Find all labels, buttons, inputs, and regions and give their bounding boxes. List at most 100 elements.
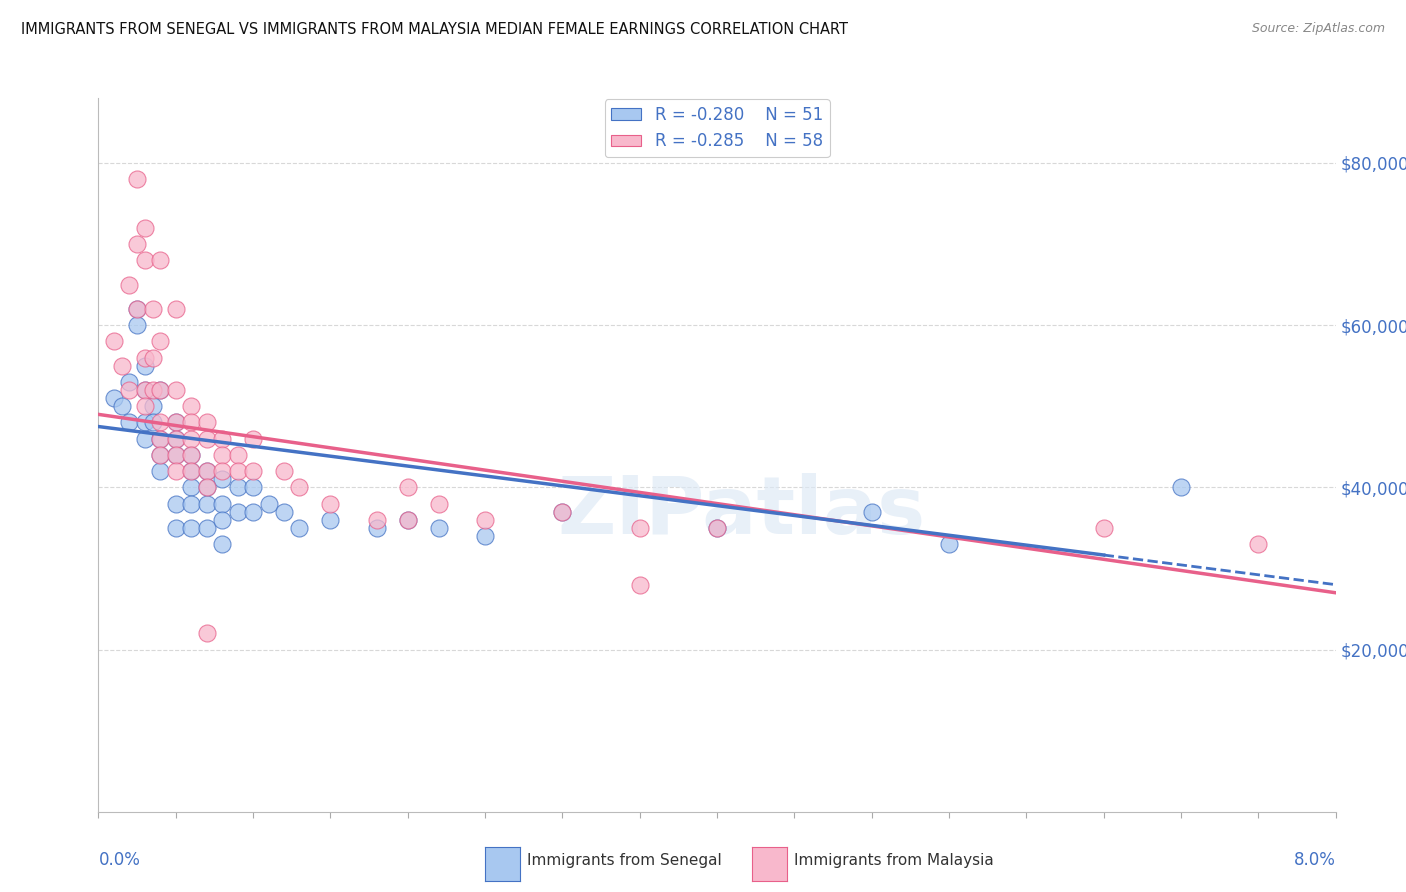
Point xyxy=(149,448,172,462)
Text: 8.0%: 8.0% xyxy=(1294,851,1336,869)
Point xyxy=(273,505,295,519)
Point xyxy=(180,416,202,430)
Legend: R = -0.280    N = 51, R = -0.285    N = 58: R = -0.280 N = 51, R = -0.285 N = 58 xyxy=(605,99,830,157)
Point xyxy=(551,505,574,519)
Point xyxy=(165,497,187,511)
Point xyxy=(165,448,187,462)
Point xyxy=(142,416,165,430)
Point xyxy=(127,237,149,252)
Point xyxy=(396,513,419,527)
Point xyxy=(134,351,156,365)
Point xyxy=(180,399,202,413)
Point xyxy=(180,448,202,462)
Point xyxy=(134,399,156,413)
Point xyxy=(551,505,574,519)
Point xyxy=(474,513,496,527)
Point xyxy=(366,513,388,527)
Point xyxy=(134,432,156,446)
Point xyxy=(149,383,172,397)
Point xyxy=(180,497,202,511)
Point xyxy=(149,448,172,462)
Point xyxy=(396,513,419,527)
Point xyxy=(319,497,342,511)
Point xyxy=(134,220,156,235)
Point xyxy=(180,464,202,478)
Point xyxy=(366,521,388,535)
Point xyxy=(180,464,202,478)
Point xyxy=(127,301,149,316)
Point xyxy=(706,521,728,535)
Text: 0.0%: 0.0% xyxy=(98,851,141,869)
Point xyxy=(226,448,249,462)
Y-axis label: Median Female Earnings: Median Female Earnings xyxy=(0,361,7,549)
Point xyxy=(242,480,264,494)
Point xyxy=(142,301,165,316)
Point xyxy=(165,432,187,446)
Point xyxy=(134,383,156,397)
Point xyxy=(226,464,249,478)
Point xyxy=(211,497,233,511)
Point xyxy=(118,375,141,389)
Point xyxy=(134,416,156,430)
Point xyxy=(288,521,311,535)
Point xyxy=(474,529,496,543)
Point xyxy=(211,448,233,462)
Point xyxy=(111,359,134,373)
Point xyxy=(118,416,141,430)
Point xyxy=(149,416,172,430)
Point xyxy=(149,432,172,446)
Point xyxy=(1170,480,1192,494)
Point xyxy=(396,480,419,494)
Point xyxy=(273,464,295,478)
Point xyxy=(195,464,218,478)
Point xyxy=(165,301,187,316)
Point xyxy=(149,383,172,397)
Point xyxy=(149,253,172,268)
Point xyxy=(211,537,233,551)
Point xyxy=(165,521,187,535)
Point xyxy=(118,277,141,292)
Point xyxy=(165,432,187,446)
Point xyxy=(195,521,218,535)
Point xyxy=(134,359,156,373)
Point xyxy=(165,464,187,478)
Point xyxy=(149,432,172,446)
Text: ZIPatlas: ZIPatlas xyxy=(558,473,927,551)
Point xyxy=(1092,521,1115,535)
Point xyxy=(195,416,218,430)
Point xyxy=(165,448,187,462)
Point xyxy=(149,464,172,478)
Text: Immigrants from Malaysia: Immigrants from Malaysia xyxy=(794,854,994,868)
Point xyxy=(165,416,187,430)
Point xyxy=(242,464,264,478)
Point xyxy=(134,383,156,397)
Point xyxy=(103,391,125,405)
Point xyxy=(257,497,280,511)
Point xyxy=(628,577,651,591)
Point xyxy=(211,472,233,486)
Point xyxy=(142,399,165,413)
Point xyxy=(226,505,249,519)
Point xyxy=(195,480,218,494)
Text: Immigrants from Senegal: Immigrants from Senegal xyxy=(527,854,723,868)
Point xyxy=(706,521,728,535)
Point xyxy=(134,253,156,268)
Point xyxy=(149,334,172,349)
Point xyxy=(118,383,141,397)
Point xyxy=(195,432,218,446)
Text: Source: ZipAtlas.com: Source: ZipAtlas.com xyxy=(1251,22,1385,36)
Point xyxy=(165,416,187,430)
Point xyxy=(180,432,202,446)
Point xyxy=(127,172,149,186)
Point xyxy=(103,334,125,349)
Point xyxy=(142,351,165,365)
Point xyxy=(142,383,165,397)
Point xyxy=(180,448,202,462)
Point xyxy=(427,497,450,511)
Point xyxy=(242,505,264,519)
Point xyxy=(211,464,233,478)
Text: IMMIGRANTS FROM SENEGAL VS IMMIGRANTS FROM MALAYSIA MEDIAN FEMALE EARNINGS CORRE: IMMIGRANTS FROM SENEGAL VS IMMIGRANTS FR… xyxy=(21,22,848,37)
Point xyxy=(180,521,202,535)
Point xyxy=(288,480,311,494)
Point xyxy=(127,318,149,333)
